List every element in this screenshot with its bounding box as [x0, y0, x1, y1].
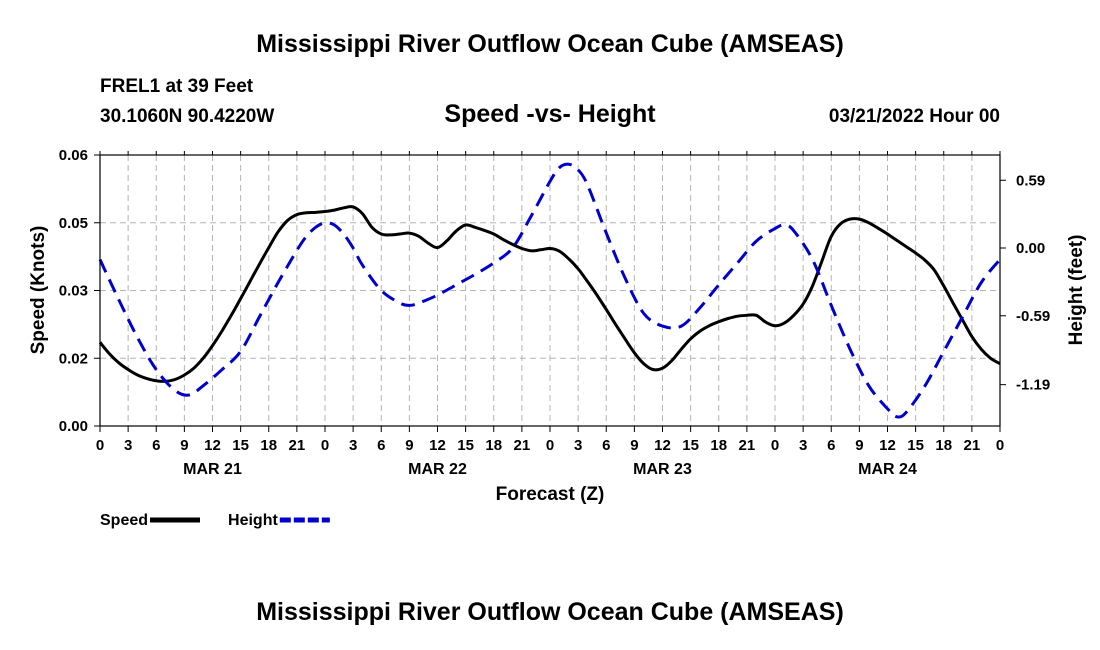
- x-tick-label: 6: [377, 437, 385, 454]
- chart-grid: [99, 154, 1001, 427]
- chart-axes: 0 3 6 9 12 15 18 21 0 3 6 9 12 15 18 21 0 3 6 9 12 15 18 21 0 3 6 9…: [59, 147, 1050, 478]
- x-tick-label: 12: [879, 437, 896, 454]
- x-tick-label: 0: [771, 437, 779, 454]
- x-tick-label: 0: [96, 437, 104, 454]
- x-tick-label: 15: [232, 437, 249, 454]
- y-axis-label: Speed (Knots): [28, 226, 49, 355]
- x-tick-label: 3: [124, 437, 132, 454]
- x-tick-label: 18: [710, 437, 727, 454]
- forecast-date: 03/21/2022 Hour 00: [828, 106, 1000, 127]
- legend-label-speed: Speed: [100, 512, 148, 529]
- x-tick-label: 12: [429, 437, 446, 454]
- x-tick-label: 6: [152, 437, 160, 454]
- series-layer: [98, 162, 1002, 419]
- series-line-speed: [98, 205, 1001, 383]
- y-tick-label: 0.03: [59, 283, 88, 300]
- x-tick-label: 3: [574, 437, 582, 454]
- chart-title: Mississippi River Outflow Ocean Cube (AM…: [256, 30, 844, 58]
- x-tick-label: 9: [180, 437, 188, 454]
- date-label: MAR 23: [633, 461, 692, 478]
- x-tick-label: 21: [739, 437, 756, 454]
- legend-label-height: Height: [228, 512, 278, 529]
- x-tick-label: 0: [321, 437, 329, 454]
- y-tick-label: 0.00: [59, 418, 88, 435]
- x-tick-label: 18: [485, 437, 502, 454]
- chart-subtitle: Speed -vs- Height: [444, 100, 656, 128]
- x-tick-label: 21: [514, 437, 531, 454]
- station-coordinates: 30.1060N 90.4220W: [100, 106, 275, 127]
- chart-legend: Speed Height: [100, 512, 330, 529]
- x-tick-label: 12: [204, 437, 221, 454]
- x-tick-label: 21: [964, 437, 981, 454]
- y2-tick-label: -1.19: [1016, 377, 1050, 394]
- x-tick-label: 15: [457, 437, 474, 454]
- x-tick-label: 18: [935, 437, 952, 454]
- x-tick-label: 9: [630, 437, 638, 454]
- date-label: MAR 22: [408, 461, 467, 478]
- x-tick-label: 15: [907, 437, 924, 454]
- y-tick-label: 0.06: [59, 147, 88, 164]
- y2-axis-label: Height (feet): [1066, 235, 1087, 346]
- x-tick-label: 0: [996, 437, 1004, 454]
- x-axis-label: Forecast (Z): [496, 484, 605, 505]
- x-tick-label: 6: [827, 437, 835, 454]
- y2-tick-label: 0.59: [1016, 172, 1045, 189]
- date-label: MAR 24: [858, 461, 917, 478]
- x-tick-label: 3: [349, 437, 357, 454]
- date-label: MAR 21: [183, 461, 242, 478]
- x-tick-label: 21: [289, 437, 306, 454]
- station-label: FREL1 at 39 Feet: [100, 76, 254, 97]
- x-tick-label: 3: [799, 437, 807, 454]
- y-tick-label: 0.02: [59, 350, 88, 367]
- y2-tick-label: -0.59: [1016, 308, 1050, 325]
- y2-tick-label: 0.00: [1016, 240, 1045, 257]
- x-tick-label: 15: [682, 437, 699, 454]
- x-tick-label: 18: [260, 437, 277, 454]
- x-tick-label: 12: [654, 437, 671, 454]
- y-tick-label: 0.05: [59, 215, 88, 232]
- x-tick-label: 6: [602, 437, 610, 454]
- axis-labels: Forecast (Z) Speed (Knots) Height (feet): [28, 226, 1087, 505]
- footer-title: Mississippi River Outflow Ocean Cube (AM…: [256, 598, 844, 626]
- x-tick-label: 9: [855, 437, 863, 454]
- x-tick-label: 9: [405, 437, 413, 454]
- series-line-height: [98, 162, 1002, 419]
- x-tick-label: 0: [546, 437, 554, 454]
